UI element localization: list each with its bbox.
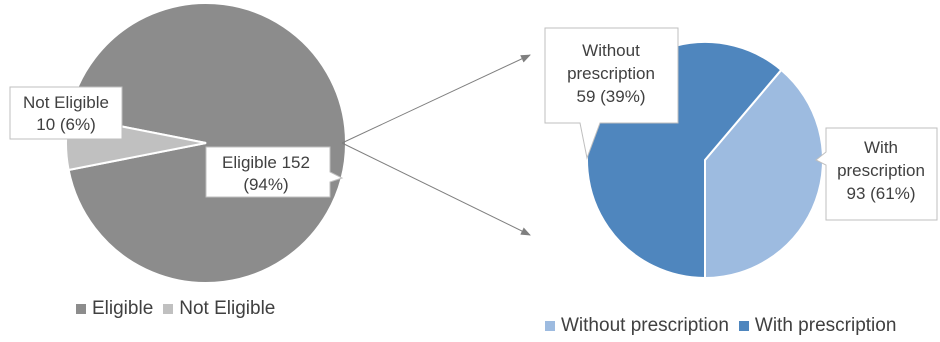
label-with-line1: With [864, 138, 898, 157]
legend-swatch-not-eligible [163, 304, 174, 314]
label-with-line2: prescription [837, 161, 925, 180]
legend-swatch-eligible [76, 304, 86, 314]
data-label-not-eligible: Not Eligible 10 (6%) [9, 86, 123, 140]
label-eligible-line2: (94%) [243, 175, 288, 194]
legend-item-with-prescription: With prescription [738, 315, 897, 337]
legend-item-without-prescription: Without prescription [545, 315, 729, 337]
legend-swatch-without-prescription [545, 321, 555, 331]
left-pie [65, 2, 347, 284]
legend-label-not-eligible: Not Eligible [179, 298, 276, 319]
label-not-eligible-line2: 10 (6%) [36, 115, 96, 134]
data-label-without-prescription: Without prescription 59 (39%) [544, 27, 679, 160]
data-label-eligible: Eligible 152 (94%) [205, 146, 344, 198]
label-with-line3: 93 (61%) [847, 184, 916, 203]
legend-label-without-prescription: Without prescription [561, 315, 729, 336]
pie-slice-without-prescription [704, 68, 824, 280]
legend-label-with-prescription: With prescription [754, 315, 897, 336]
label-without-line3: 59 (39%) [577, 87, 646, 106]
label-not-eligible-line1: Not Eligible [23, 93, 109, 112]
connector-arrow-bottom [341, 142, 531, 236]
legend-item-not-eligible: Not Eligible [163, 298, 275, 320]
label-without-line1: Without [582, 41, 640, 60]
legend-item-eligible: Eligible [76, 298, 153, 320]
legend-right: Without prescription With prescription [545, 315, 906, 337]
label-without-line2: prescription [567, 64, 655, 83]
connector-arrow-top [341, 54, 531, 144]
legend-label-eligible: Eligible [92, 298, 154, 319]
pie-slice-eligible [67, 2, 347, 284]
data-label-with-prescription: With prescription 93 (61%) [815, 127, 938, 221]
legend-left: Eligible Not Eligible [76, 298, 285, 320]
label-eligible-line1: Eligible 152 [222, 153, 310, 172]
legend-swatch-with-prescription [738, 321, 749, 331]
